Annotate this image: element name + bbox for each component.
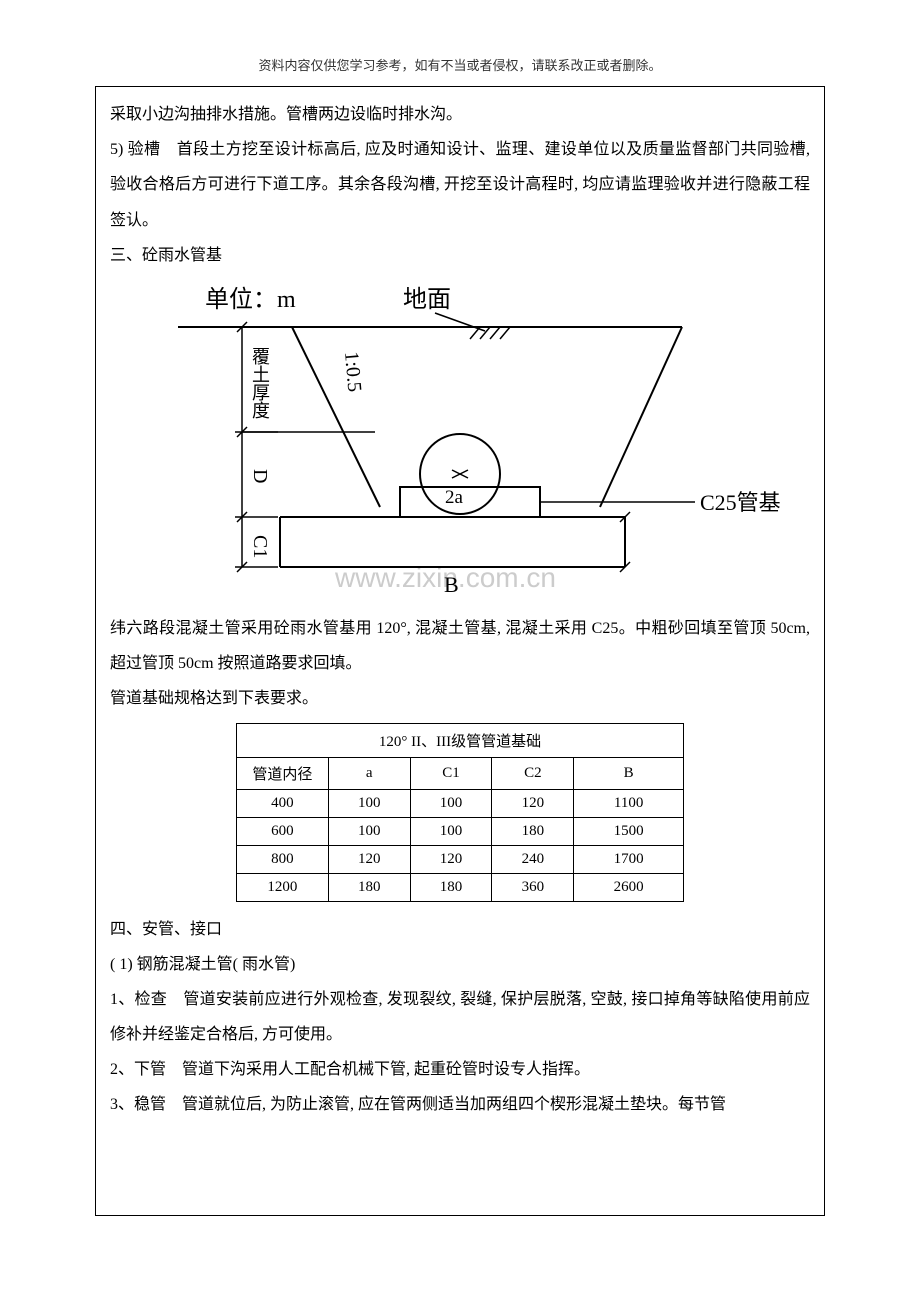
col-1: a: [328, 757, 410, 789]
table-row: 1200 180 180 360 2600: [237, 873, 684, 901]
table-row: 400 100 100 120 1100: [237, 789, 684, 817]
section-4-title: 四、安管、接口: [110, 912, 810, 947]
paragraph-table-intro: 管道基础规格达到下表要求。: [110, 681, 810, 716]
d-label: D: [249, 469, 271, 483]
paragraph-rc-pipe: ( 1) 钢筋混凝土管( 雨水管): [110, 947, 810, 982]
c1-label: C1: [249, 535, 271, 558]
header-disclaimer: 资料内容仅供您学习参考，如有不当或者侵权，请联系改正或者删除。: [95, 55, 825, 74]
cover-depth-label: 覆土厚度: [250, 347, 270, 419]
paragraph-concrete-spec: 纬六路段混凝土管采用砼雨水管基用 120°, 混凝土管基, 混凝土采用 C25。…: [110, 611, 810, 681]
foundation-table: 120° II、III级管管道基础 管道内径 a C1 C2 B 400 100…: [236, 723, 684, 902]
table-title: 120° II、III级管管道基础: [237, 723, 684, 757]
document-page: 资料内容仅供您学习参考，如有不当或者侵权，请联系改正或者删除。 采取小边沟抽排水…: [0, 0, 920, 1302]
two-a-label: 2a: [445, 487, 464, 508]
col-0: 管道内径: [237, 757, 329, 789]
col-2: C1: [410, 757, 492, 789]
trench-diagram: www.zixin.com.cn 单位：m 地面 1:0.5: [130, 277, 780, 607]
paragraph-lower: 2、下管 管道下沟采用人工配合机械下管, 起重砼管时设专人指挥。: [110, 1052, 810, 1087]
paragraph-inspection: 5) 验槽 首段土方挖至设计标高后, 应及时通知设计、监理、建设单位以及质量监督…: [110, 132, 810, 238]
paragraph-stabilize: 3、稳管 管道就位后, 为防止滚管, 应在管两侧适当加两组四个楔形混凝土垫块。每…: [110, 1087, 810, 1122]
paragraph-drainage: 采取小边沟抽排水措施。管槽两边设临时排水沟。: [110, 97, 810, 132]
b-label: B: [444, 572, 459, 597]
table-title-row: 120° II、III级管管道基础: [237, 723, 684, 757]
table-row: 600 100 100 180 1500: [237, 817, 684, 845]
diagram-svg: 单位：m 地面 1:0.5: [130, 277, 780, 607]
col-3: C2: [492, 757, 574, 789]
spec-table: 120° II、III级管管道基础 管道内径 a C1 C2 B 400 100…: [236, 723, 684, 902]
left-slope: [292, 327, 380, 507]
right-slope: [600, 327, 682, 507]
unit-label: 单位：m: [205, 286, 296, 313]
paragraph-check: 1、检查 管道安装前应进行外观检查, 发现裂纹, 裂缝, 保护层脱落, 空鼓, …: [110, 982, 810, 1052]
table-row: 800 120 120 240 1700: [237, 845, 684, 873]
slope-label: 1:0.5: [340, 350, 365, 392]
c25-label: C25管基: [700, 490, 780, 515]
section-3-title: 三、砼雨水管基: [110, 238, 810, 273]
table-columns-row: 管道内径 a C1 C2 B: [237, 757, 684, 789]
ground-label: 地面: [403, 286, 451, 313]
content-frame: 采取小边沟抽排水措施。管槽两边设临时排水沟。 5) 验槽 首段土方挖至设计标高后…: [95, 86, 825, 1216]
col-4: B: [574, 757, 684, 789]
